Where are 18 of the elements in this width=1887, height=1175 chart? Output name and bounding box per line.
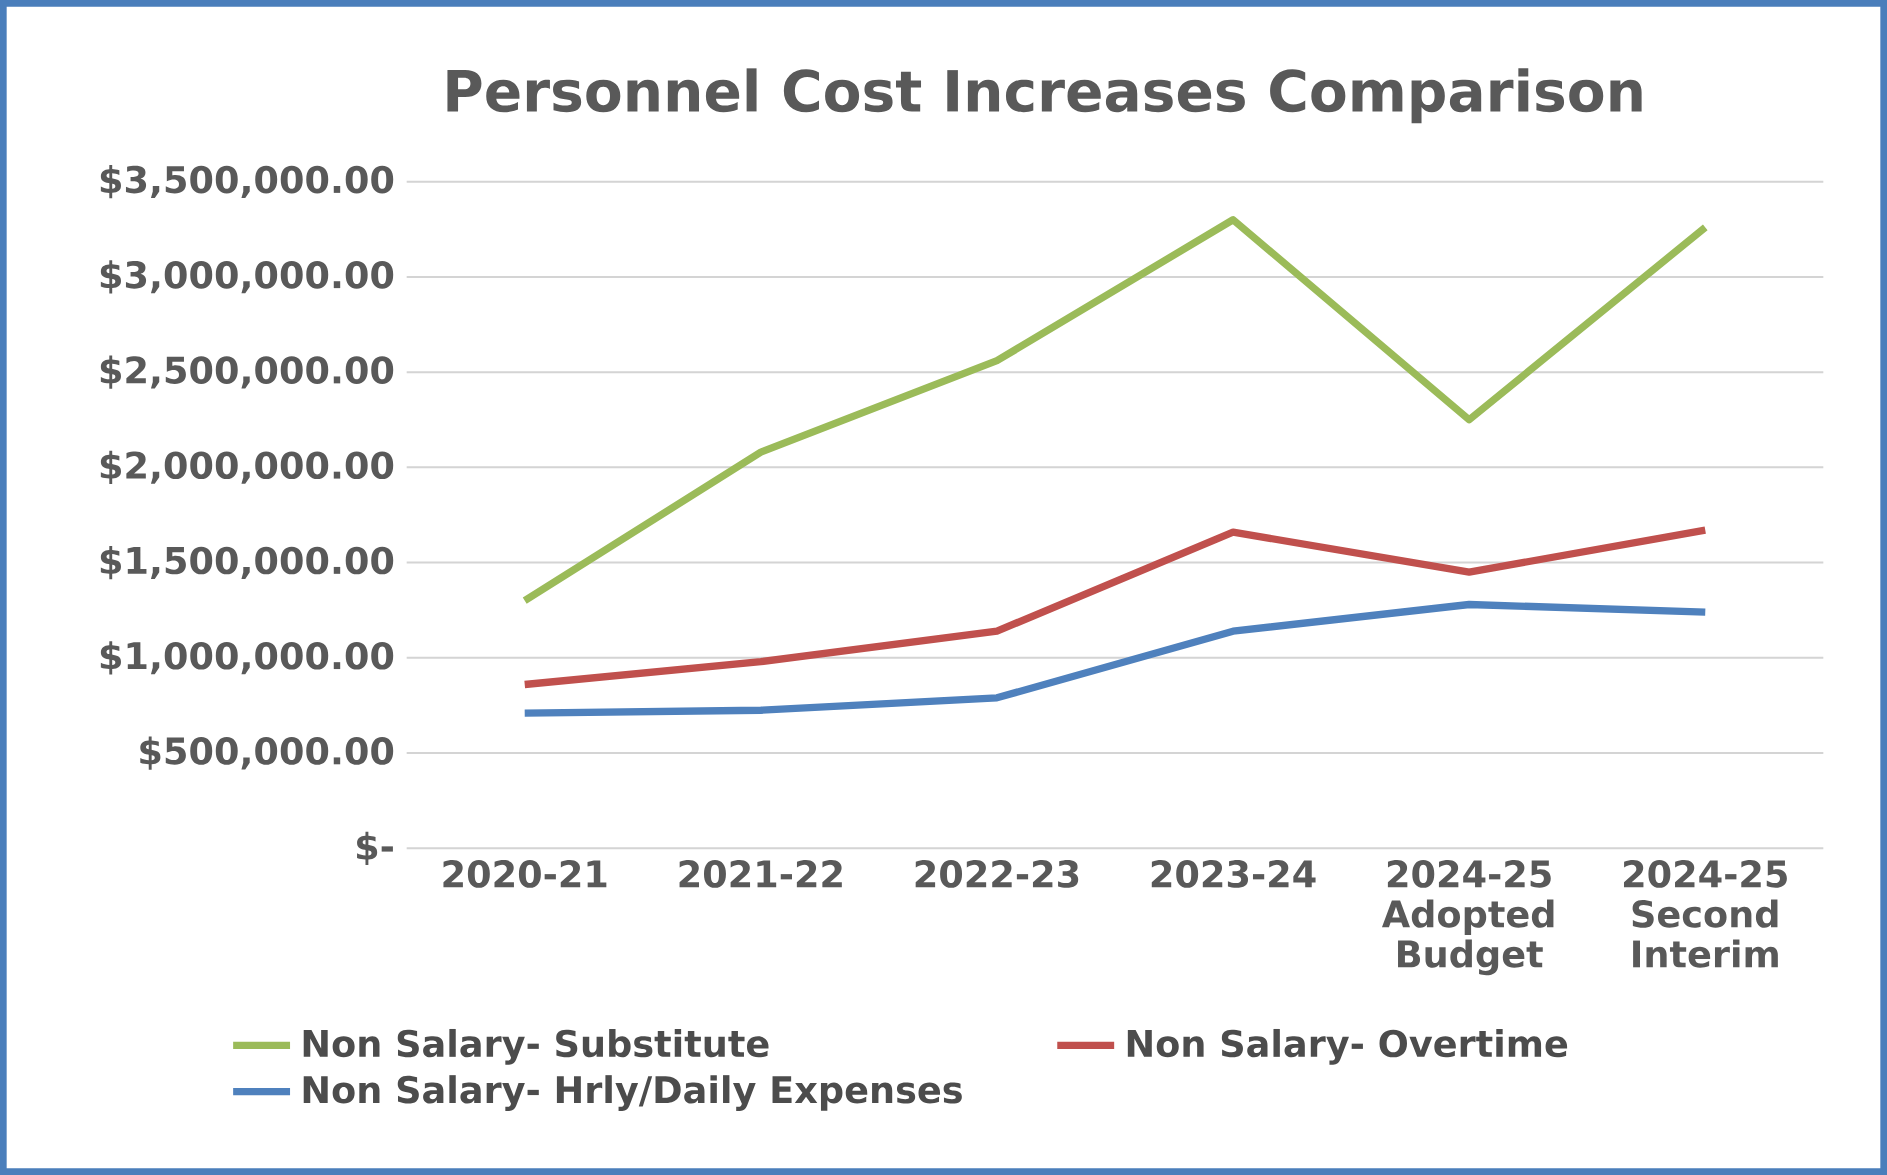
y-tick-label: $2,000,000.00: [100, 450, 394, 484]
y-tick-label: $1,500,000.00: [100, 545, 394, 580]
y-tick-label: $-: [357, 831, 393, 865]
y-tick-label: $3,500,000.00: [100, 165, 394, 199]
x-tick-label: 2024-25 Adopted Budget: [1381, 860, 1554, 976]
chart-title: Personnel Cost Increases Comparison: [447, 68, 1642, 124]
y-tick-label: $1,000,000.00: [100, 641, 394, 675]
legend-label: Non Salary- Substitute: [303, 1028, 769, 1065]
x-tick-label: 2023-24: [1151, 860, 1316, 888]
x-tick-label: 2021-22: [679, 860, 842, 888]
x-tick-label: 2022-23: [915, 860, 1079, 888]
y-tick-label: $2,500,000.00: [100, 355, 394, 389]
x-tick-label: 2024-25 Second Interim: [1623, 860, 1787, 968]
x-tick-label: 2020-21: [443, 860, 607, 888]
y-tick-label: $500,000.00: [140, 736, 394, 770]
y-tick-label: $3,000,000.00: [100, 260, 394, 294]
legend-label: Non Salary- Overtime: [1127, 1028, 1568, 1065]
legend-label: Non Salary- Hrly/Daily Expenses: [303, 1075, 962, 1111]
